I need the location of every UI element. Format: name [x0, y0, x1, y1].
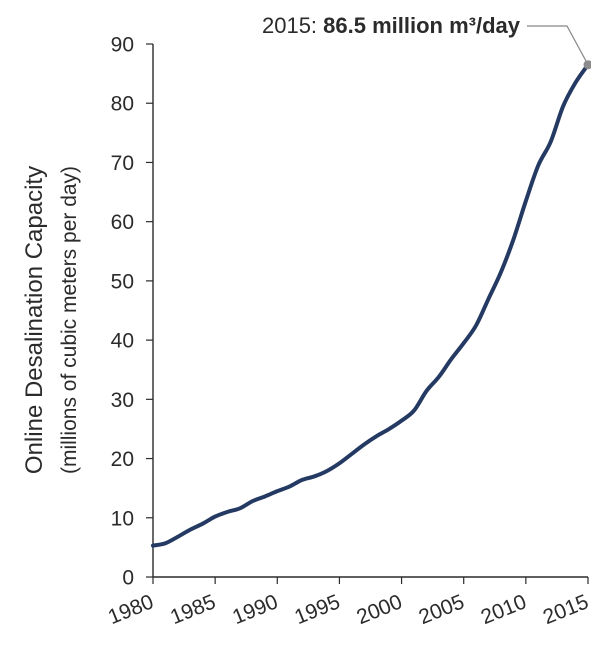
- annotation-leader: [527, 25, 589, 65]
- y-tick-label: 50: [111, 270, 134, 293]
- annotation-value: 86.5 million m³/day: [323, 13, 521, 38]
- x-tick-label: 2005: [416, 590, 468, 629]
- y-tick-label: 0: [122, 567, 134, 590]
- y-axis-label: Online Desalination Capacity: [21, 166, 48, 474]
- annotation-label: 2015: 86.5 million m³/day: [262, 13, 521, 38]
- annotation-prefix: 2015:: [262, 13, 323, 38]
- x-tick-label: 1980: [105, 590, 157, 629]
- y-tick-label: 10: [111, 507, 134, 530]
- y-ticks: 0 10 20 30 40 50 60 70 80 90: [111, 34, 153, 590]
- x-tick-label: 2015: [540, 590, 591, 629]
- series-line: [151, 62, 590, 548]
- data-point-2015: [583, 60, 591, 70]
- x-tick-label: 1985: [167, 590, 219, 629]
- x-tick-label: 1995: [291, 590, 343, 629]
- series-layer: [151, 62, 590, 548]
- y-tick-label: 40: [111, 330, 134, 353]
- x-tick-label: 2010: [478, 590, 530, 629]
- axes: [152, 44, 588, 578]
- y-axis-sublabel: (millions of cubic meters per day): [58, 166, 81, 474]
- y-tick-label: 80: [111, 93, 134, 116]
- y-tick-label: 30: [111, 389, 134, 412]
- annotation: 2015: 86.5 million m³/day: [262, 13, 591, 70]
- x-tick-label: 1990: [229, 590, 281, 629]
- x-ticks: 1980 1985 1990 1995 2000 2005 2010 2015: [105, 577, 591, 629]
- y-tick-label: 20: [111, 448, 134, 471]
- x-tick-label: 2000: [354, 590, 406, 629]
- y-tick-label: 90: [111, 34, 134, 57]
- y-axis-title: Online Desalination Capacity (millions o…: [21, 166, 81, 474]
- y-tick-label: 60: [111, 211, 134, 234]
- y-tick-label: 70: [111, 152, 134, 175]
